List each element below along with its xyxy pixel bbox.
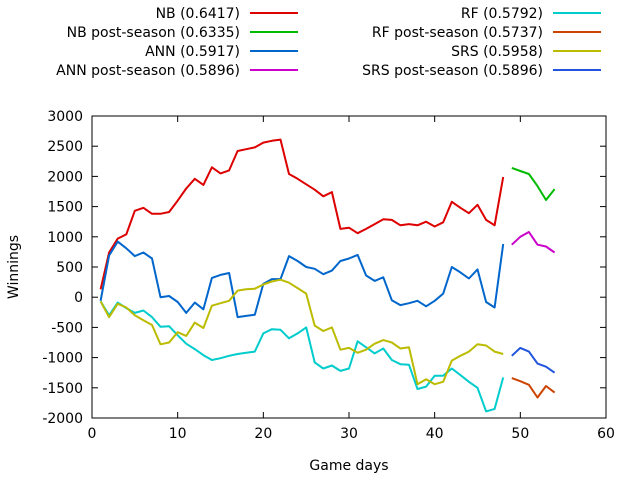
y-tick-label: -1000	[42, 351, 83, 367]
y-tick-label: 1000	[47, 230, 83, 246]
legend-label-rf-post-season: RF post-season (0.5737)	[372, 25, 543, 41]
series-line-srs	[99, 278, 504, 386]
plot-frame	[91, 115, 607, 419]
x-tick-label: 10	[169, 426, 187, 442]
series-line-rf-post-season	[511, 377, 556, 399]
y-tick-label: 1500	[47, 200, 83, 216]
legend: NB (0.6417) NB post-season (0.6335) ANN (0…	[56, 6, 601, 79]
x-axis: 0 10 20 30 40 50 60	[88, 116, 615, 442]
y-tick-label: 3000	[47, 109, 83, 125]
x-tick-label: 50	[511, 426, 529, 442]
x-axis-label: Game days	[309, 458, 388, 474]
x-tick-label: 0	[88, 426, 97, 442]
series-line-ann-post-season	[511, 231, 556, 254]
y-tick-label: 0	[74, 290, 83, 306]
series-line-nb-post-season	[511, 166, 556, 201]
y-tick-label: 2500	[47, 139, 83, 155]
legend-label-srs-post-season: SRS post-season (0.5896)	[362, 63, 543, 79]
series-line-ann	[99, 240, 505, 319]
x-tick-label: 30	[340, 426, 358, 442]
y-axis-label: Winnings	[6, 235, 22, 299]
x-tick-label: 60	[597, 426, 615, 442]
legend-label-ann: ANN (0.5917)	[145, 44, 240, 60]
legend-label-nb: NB (0.6417)	[156, 6, 240, 22]
y-tick-label: 2000	[47, 169, 83, 185]
y-tick-label: -500	[51, 320, 83, 336]
y-tick-label: -1500	[42, 381, 83, 397]
y-tick-label: 500	[56, 260, 83, 276]
y-axis: -2000 -1500 -1000 -500 0 500 1000 1500 2000 2500 3…	[42, 109, 606, 427]
legend-label-srs: SRS (0.5958)	[451, 44, 543, 60]
series-line-rf	[99, 300, 505, 413]
legend-label-ann-post-season: ANN post-season (0.5896)	[56, 63, 240, 79]
series-line-srs-post-season	[511, 346, 556, 374]
plot-area	[99, 138, 556, 413]
legend-label-rf: RF (0.5792)	[461, 6, 543, 22]
y-tick-label: -2000	[42, 411, 83, 427]
series-line-nb	[99, 138, 505, 290]
legend-label-nb-post-season: NB post-season (0.6335)	[67, 25, 240, 41]
x-tick-label: 40	[426, 426, 444, 442]
x-tick-label: 20	[254, 426, 272, 442]
